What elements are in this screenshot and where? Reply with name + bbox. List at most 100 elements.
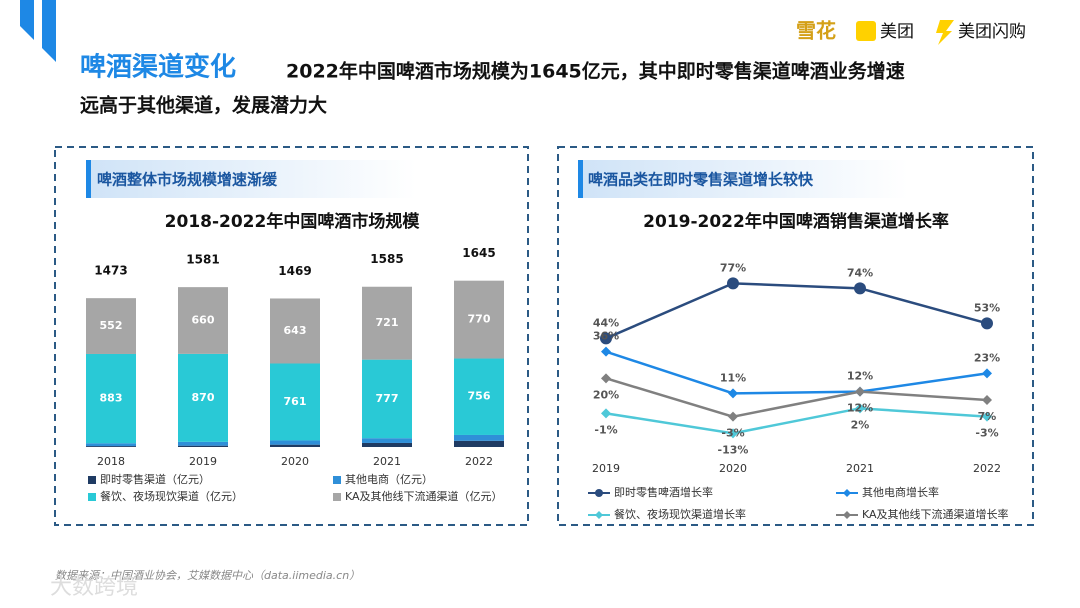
x-tick-label: 2019 xyxy=(592,462,620,475)
x-tick-label: 2022 xyxy=(973,462,1001,475)
chart-title: 2018-2022年中国啤酒市场规模 xyxy=(165,211,421,232)
bar-segment xyxy=(270,444,320,447)
bar-segment xyxy=(178,287,228,354)
legend-marker xyxy=(595,489,603,497)
point xyxy=(728,428,738,439)
page-subtitle: 远高于其他渠道，发展潜力大 xyxy=(80,94,327,117)
bar-segment xyxy=(454,434,504,441)
bar-segment xyxy=(86,443,136,447)
data-label: 44% xyxy=(593,316,619,329)
line xyxy=(605,350,988,395)
line xyxy=(605,377,988,418)
logo-icon xyxy=(856,21,876,41)
legend-label: 餐饮、夜场现饮渠道增长率 xyxy=(614,507,746,521)
legend-label: 其他电商增长率 xyxy=(862,485,939,499)
panel-heading-bg xyxy=(86,160,416,198)
bar-segment xyxy=(270,363,320,441)
panel-heading: 啤酒品类在即时零售渠道增长较快 xyxy=(588,171,814,189)
data-label: 660 xyxy=(192,314,215,327)
bar-segment xyxy=(362,442,412,447)
data-label: 12% xyxy=(847,370,873,383)
data-label: 756 xyxy=(468,390,491,403)
legend-swatch xyxy=(88,476,96,484)
logo: 美团 xyxy=(880,22,914,42)
x-tick-label: 2019 xyxy=(189,455,217,468)
point xyxy=(601,408,611,419)
decor xyxy=(20,0,34,40)
data-label: 74% xyxy=(847,266,873,279)
bar-segment xyxy=(270,298,320,364)
x-tick-label: 2021 xyxy=(846,462,874,475)
line xyxy=(605,407,988,435)
point xyxy=(601,373,611,384)
bar-segment xyxy=(270,440,320,445)
legend-swatch xyxy=(88,493,96,501)
data-label: 643 xyxy=(284,324,307,337)
bar-segment xyxy=(454,440,504,447)
data-label: 77% xyxy=(720,261,746,274)
bar-segment xyxy=(362,438,412,443)
legend-marker xyxy=(843,511,851,519)
point xyxy=(982,395,992,405)
line xyxy=(605,282,988,340)
point xyxy=(981,317,993,330)
point xyxy=(601,346,611,357)
legend-swatch xyxy=(333,476,341,484)
bar-segment xyxy=(86,446,136,447)
page-title: 啤酒渠道变化 xyxy=(80,52,236,83)
decor xyxy=(42,0,56,62)
panel xyxy=(557,146,1034,526)
bar-segment xyxy=(362,286,412,360)
data-label: 36% xyxy=(593,330,619,343)
legend-label: KA及其他线下流通渠道（亿元） xyxy=(345,489,503,503)
data-label: 883 xyxy=(100,392,123,405)
legend-marker xyxy=(595,511,603,519)
x-tick-label: 2021 xyxy=(373,455,401,468)
bar-segment xyxy=(178,353,228,442)
legend-label: 即时零售渠道（亿元） xyxy=(100,472,210,486)
data-label: 20% xyxy=(593,388,619,401)
data-label: -3% xyxy=(975,427,998,440)
point xyxy=(855,386,865,397)
legend-label: KA及其他线下流通渠道增长率 xyxy=(862,507,1009,521)
legend-swatch xyxy=(333,493,341,501)
bar-segment xyxy=(362,359,412,439)
point xyxy=(728,411,738,422)
panel-heading-bg xyxy=(578,160,908,198)
watermark: 大数跨境 xyxy=(50,575,138,600)
legend-label: 其他电商（亿元） xyxy=(345,472,433,486)
point xyxy=(854,282,866,295)
logo: 美团闪购 xyxy=(958,22,1026,42)
data-label: 23% xyxy=(974,351,1000,364)
data-label: 777 xyxy=(376,392,399,405)
bar-segment xyxy=(454,280,504,359)
point xyxy=(982,411,992,422)
point xyxy=(728,388,738,399)
data-label: -1% xyxy=(594,423,617,436)
data-label: 721 xyxy=(376,316,399,329)
chart-title: 2019-2022年中国啤酒销售渠道增长率 xyxy=(643,211,949,232)
data-label: 11% xyxy=(720,371,746,384)
data-label: 552 xyxy=(100,319,123,332)
data-label: 53% xyxy=(974,301,1000,314)
data-label: 770 xyxy=(468,313,491,326)
point xyxy=(727,277,739,290)
page-subtitle: 2022年中国啤酒市场规模为1645亿元，其中即时零售渠道啤酒业务增速 xyxy=(286,60,905,83)
total-label: 1469 xyxy=(278,264,311,278)
bar-segment xyxy=(178,441,228,446)
panel-heading-bar xyxy=(86,160,91,198)
logo: 雪花 xyxy=(796,19,836,43)
bar-segment xyxy=(178,445,228,447)
legend-label: 餐饮、夜场现饮渠道（亿元） xyxy=(100,489,243,503)
point xyxy=(855,403,865,414)
source: 数据来源：中国酒业协会，艾媒数据中心（data.iimedia.cn） xyxy=(55,569,360,582)
bar-segment xyxy=(86,353,136,444)
data-label: -13% xyxy=(718,443,749,456)
total-label: 1473 xyxy=(94,264,127,278)
data-label: -3% xyxy=(721,427,744,440)
point xyxy=(600,332,612,345)
x-tick-label: 2018 xyxy=(97,455,125,468)
data-label: 761 xyxy=(284,395,307,408)
data-label: 12% xyxy=(847,402,873,415)
